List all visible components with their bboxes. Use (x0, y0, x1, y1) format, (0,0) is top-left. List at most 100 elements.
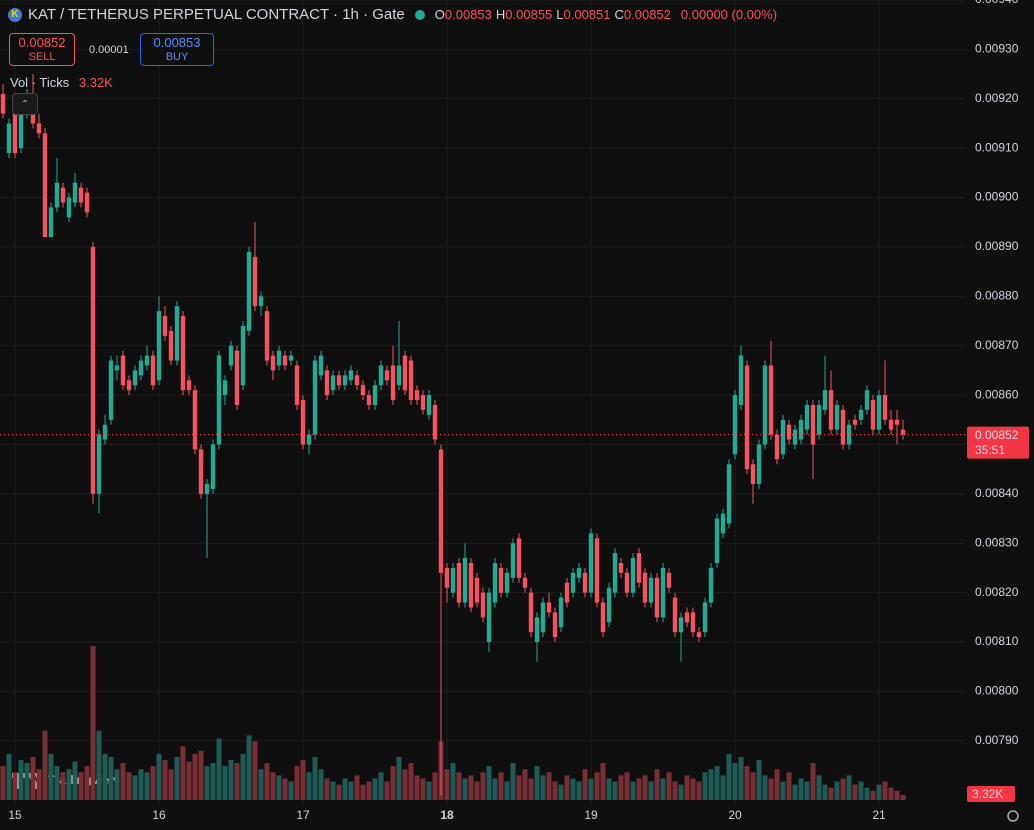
volume-bar (888, 787, 894, 800)
y-tick-label: 0.00920 (975, 91, 1019, 105)
volume-bar (816, 775, 822, 800)
x-tick-label: 21 (872, 808, 886, 822)
volume-bar (174, 756, 180, 800)
volume-bar (732, 763, 738, 800)
collapse-button[interactable]: ˆ (12, 93, 38, 115)
volume-bar (858, 781, 864, 800)
candle-body (600, 602, 606, 633)
volume-bar (204, 766, 210, 800)
candle-body (552, 612, 558, 638)
volume-bar (366, 781, 372, 800)
volume-bar (240, 753, 246, 800)
volume-bar (672, 781, 678, 800)
candle-body (480, 592, 486, 618)
volume-bar (666, 772, 672, 800)
candle-body (432, 404, 438, 440)
volume-bar (354, 775, 360, 800)
candle-body (594, 538, 600, 603)
volume-bar (774, 769, 780, 800)
symbol-title[interactable]: KAT / TETHERUS PERPETUAL CONTRACT · 1h ·… (28, 6, 405, 23)
volume-bar (756, 760, 762, 800)
candle-body (294, 365, 300, 405)
candle-body (372, 385, 378, 405)
candle-body (300, 400, 306, 445)
y-tick-label: 0.00790 (975, 733, 1019, 747)
volume-bar (624, 772, 630, 800)
volume-bar (582, 769, 588, 800)
y-tick-label: 0.00800 (975, 684, 1019, 698)
volume-bar (210, 763, 216, 800)
volume-bar (96, 730, 102, 800)
sell-button[interactable]: 0.00852 SELL (9, 33, 75, 66)
candle-body (624, 572, 630, 593)
candle-body (582, 572, 588, 593)
legend-row: K KAT / TETHERUS PERPETUAL CONTRACT · 1h… (8, 6, 777, 23)
candle-body (156, 311, 162, 381)
volume-bar (150, 766, 156, 800)
buy-button[interactable]: 0.00853 BUY (140, 33, 214, 66)
volume-bar (786, 772, 792, 800)
candle-body (612, 553, 618, 593)
candle-body (762, 365, 768, 445)
candle-body (606, 587, 612, 623)
volume-bar (810, 763, 816, 800)
countdown: 35:51 (975, 443, 1005, 457)
candle-body (102, 424, 108, 440)
volume-bar (714, 766, 720, 800)
price-tag-label: 0.00852 (975, 428, 1019, 442)
candle-body (900, 429, 906, 435)
candle-body (210, 444, 216, 489)
candle-body (492, 563, 498, 603)
volume-bar (294, 766, 300, 800)
candle-body (738, 355, 744, 405)
candle-body (444, 567, 450, 588)
volume-bar (762, 775, 768, 800)
volume-bar (516, 775, 522, 800)
candle-body (12, 113, 18, 154)
candle-body (780, 419, 786, 455)
volume-bar (330, 781, 336, 800)
x-tick-label: 16 (152, 808, 166, 822)
ohlc-value: 0.00851 (563, 7, 611, 22)
candle-body (774, 434, 780, 460)
candle-body (282, 355, 288, 366)
candle-body (858, 409, 864, 420)
settings-icon (1007, 810, 1019, 822)
candle-body (126, 380, 132, 391)
volume-bar (396, 756, 402, 800)
volume-bar (540, 775, 546, 800)
volume-bar (618, 775, 624, 800)
candle-body (402, 355, 408, 391)
candle-body (672, 597, 678, 633)
volume-bar (462, 778, 468, 800)
ohlc-key: L (556, 7, 564, 22)
volume-bar (24, 763, 30, 800)
candle-body (684, 612, 690, 623)
candle-body (360, 385, 366, 396)
candle-body (456, 563, 462, 603)
candle-body (462, 558, 468, 603)
y-tick-label: 0.00880 (975, 288, 1019, 302)
candle-body (396, 365, 402, 386)
ohlc-value: 0.00853 (444, 7, 492, 22)
volume-bar (534, 766, 540, 800)
candle-body (726, 464, 732, 524)
candle-body (468, 563, 474, 608)
candle-body (186, 380, 192, 391)
volume-bar (300, 760, 306, 800)
volume-bar (312, 756, 318, 800)
candle-body (228, 345, 234, 366)
volume-bar (54, 766, 60, 800)
volume-bar (510, 763, 516, 800)
volume-bar (456, 772, 462, 800)
candle-body (540, 602, 546, 633)
candle-body (486, 592, 492, 643)
candle-body (642, 572, 648, 603)
volume-bar (642, 775, 648, 800)
x-tick-label: 20 (728, 808, 742, 822)
candle-body (882, 395, 888, 420)
ohlc-value: 0.00852 (623, 7, 671, 22)
candle-body (714, 518, 720, 564)
volume-bar (36, 769, 42, 800)
candle-body (870, 400, 876, 430)
